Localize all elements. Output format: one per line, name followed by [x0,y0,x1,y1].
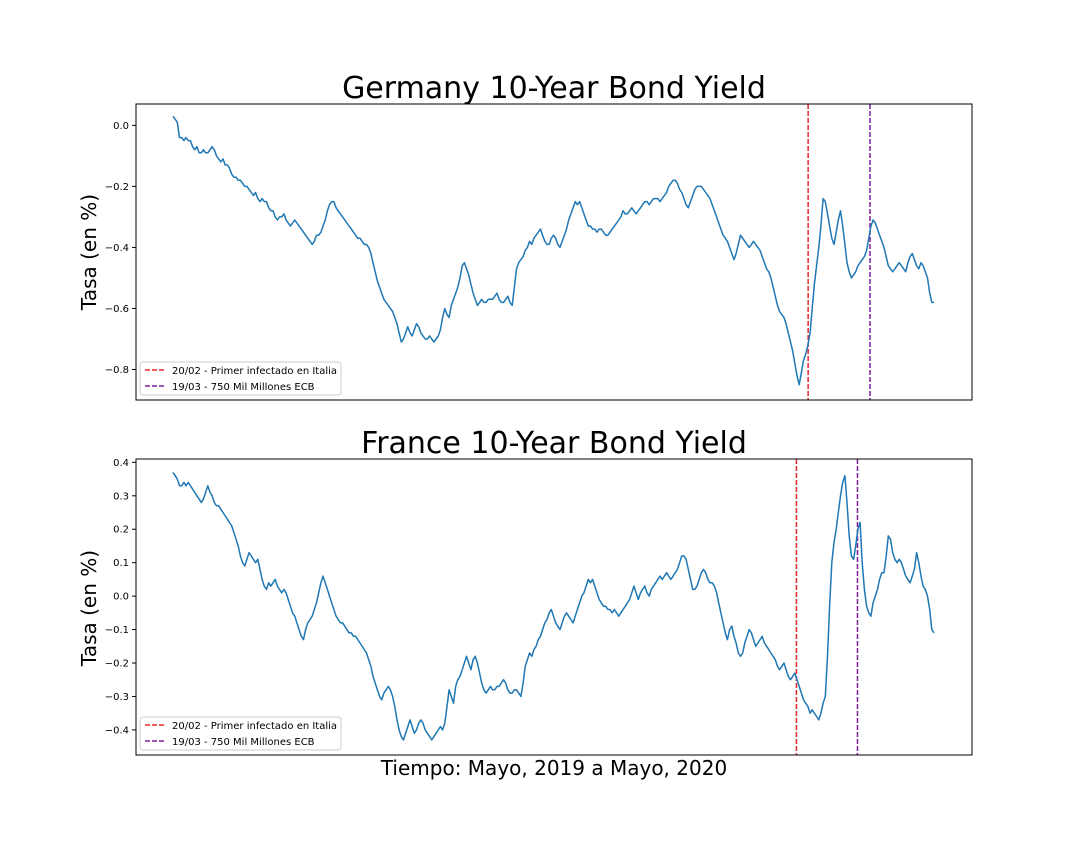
france-y-tick-label: 0.3 [113,491,129,502]
france-chart-title: France 10-Year Bond Yield [361,426,747,461]
germany-legend: 20/02 - Primer infectado en Italia 19/03… [139,361,342,396]
france-yield-line [172,471,935,741]
germany-plot-frame [135,103,973,401]
france-y-ticks: −0.4 −0.3 −0.2 −0.1 0.0 0.1 0.2 0.3 0.4 [105,458,136,736]
germany-legend-label-infected: 20/02 - Primer infectado en Italia [172,366,337,377]
germany-y-axis-label: Tasa (en %) [77,194,101,311]
france-y-tick-label: −0.2 [105,659,129,670]
france-chart: France 10-Year Bond Yield Tasa (en %) −0… [77,426,973,780]
france-legend-label-ecb: 19/03 - 750 Mil Millones ECB [172,737,315,748]
france-y-tick-label: 0.0 [113,592,129,603]
france-legend-label-infected: 20/02 - Primer infectado en Italia [172,721,337,732]
germany-legend-label-ecb: 19/03 - 750 Mil Millones ECB [172,382,315,393]
france-y-tick-label: −0.4 [105,725,129,736]
france-x-axis-label: Tiempo: Mayo, 2019 a Mayo, 2020 [380,756,727,780]
germany-y-ticks: −0.8 −0.6 −0.4 −0.2 0.0 [105,121,136,376]
france-y-tick-label: 0.4 [113,458,129,469]
germany-y-tick-label: −0.6 [105,304,129,315]
germany-chart: Germany 10-Year Bond Yield Tasa (en %) −… [77,71,973,401]
germany-y-tick-label: −0.4 [105,243,129,254]
france-y-tick-label: −0.1 [105,625,129,636]
germany-chart-title: Germany 10-Year Bond Yield [342,71,766,106]
germany-y-tick-label: 0.0 [113,121,129,132]
france-plot-frame [135,458,973,756]
france-legend-box [139,716,342,751]
germany-event-lines [807,104,871,400]
germany-legend-box [139,361,342,396]
germany-y-tick-label: −0.2 [105,182,129,193]
france-y-tick-label: −0.3 [105,692,129,703]
france-y-axis-label: Tasa (en %) [77,550,101,667]
france-legend: 20/02 - Primer infectado en Italia 19/03… [139,716,342,751]
france-event-lines [795,459,859,755]
france-y-tick-label: 0.2 [113,525,129,536]
france-y-tick-label: 0.1 [113,558,129,569]
germany-y-tick-label: −0.8 [105,365,129,376]
germany-yield-line [172,115,934,386]
